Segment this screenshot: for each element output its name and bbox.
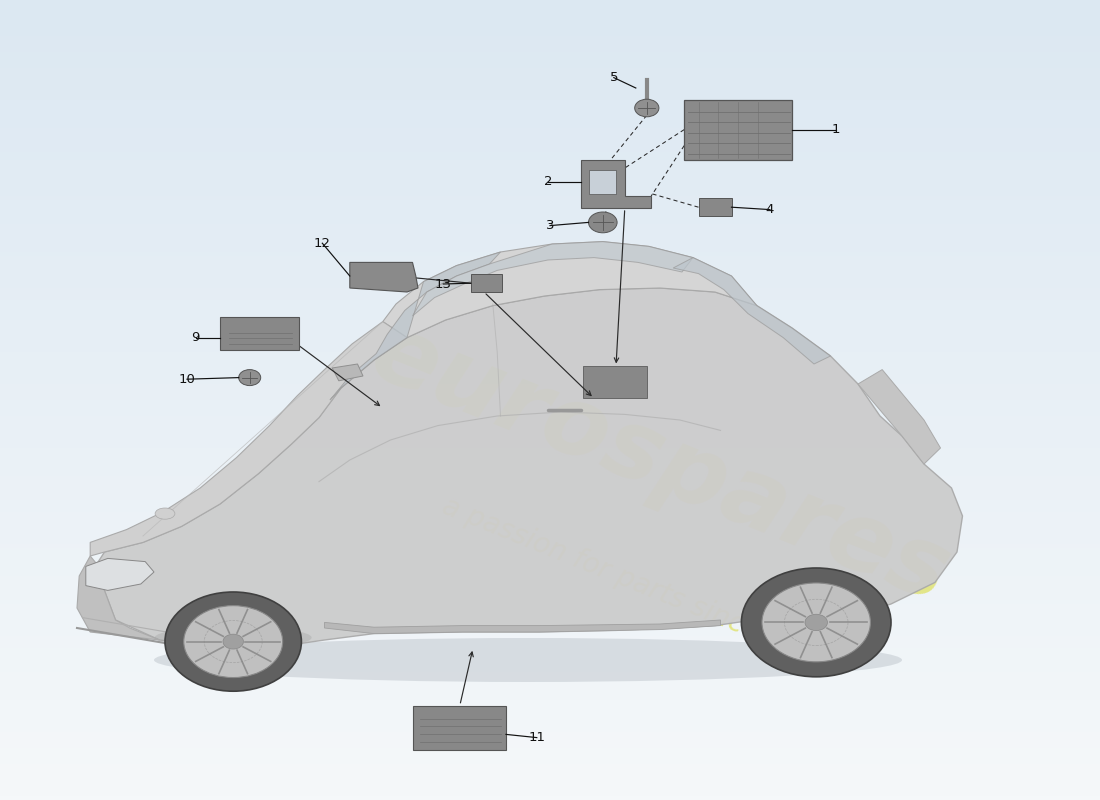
Text: 3: 3 [546,219,554,232]
Bar [471,274,502,292]
Ellipse shape [223,634,243,649]
Circle shape [239,370,261,386]
Polygon shape [332,364,363,381]
Ellipse shape [184,606,283,678]
Text: 1: 1 [832,123,840,136]
Bar [412,706,506,750]
Ellipse shape [154,638,902,682]
Text: 5: 5 [609,71,618,84]
Text: a passion for parts since 1985: a passion for parts since 1985 [438,493,838,675]
Bar [684,100,792,160]
Text: 2: 2 [543,175,552,188]
Text: 13: 13 [434,278,452,290]
Ellipse shape [762,583,870,662]
Ellipse shape [155,626,311,649]
Polygon shape [858,370,940,464]
Bar [220,317,299,350]
Text: 4: 4 [766,203,774,216]
Circle shape [588,212,617,233]
Text: 12: 12 [314,237,331,250]
Polygon shape [86,558,154,590]
Polygon shape [330,252,500,400]
Polygon shape [350,262,418,292]
Bar [583,366,647,398]
Ellipse shape [155,508,175,519]
Bar [588,170,616,194]
Ellipse shape [165,592,301,691]
Polygon shape [324,620,720,634]
Ellipse shape [805,614,827,630]
Text: 10: 10 [178,373,196,386]
Ellipse shape [741,568,891,677]
Polygon shape [383,242,757,338]
Text: eurospares: eurospares [358,306,962,622]
Text: 9: 9 [191,331,200,344]
Polygon shape [412,242,693,316]
Polygon shape [77,556,160,640]
Polygon shape [581,160,651,208]
Circle shape [635,99,659,117]
Text: 11: 11 [528,731,546,744]
Polygon shape [90,322,407,556]
Polygon shape [673,258,830,364]
Bar [698,198,732,216]
Polygon shape [97,288,962,646]
